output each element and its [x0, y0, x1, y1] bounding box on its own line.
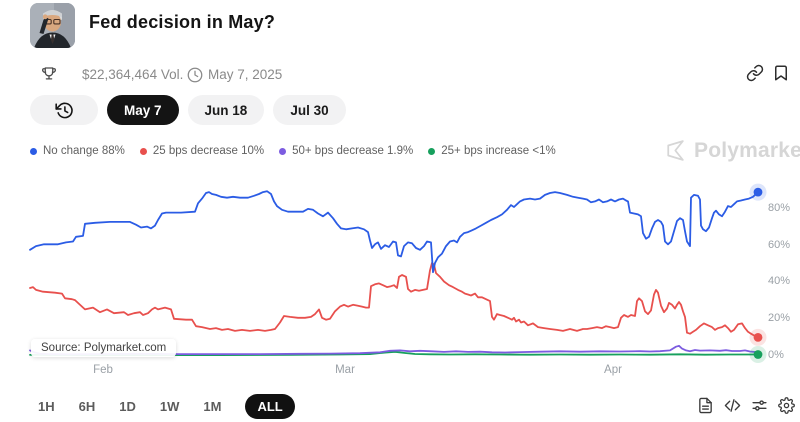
chart-action-icons — [697, 397, 795, 414]
filters-icon[interactable] — [751, 397, 768, 414]
polymarket-logo-icon — [667, 140, 684, 161]
legend-item-25bps-increase: 25+ bps increase <1% — [428, 145, 556, 157]
link-icon[interactable] — [746, 64, 764, 82]
legend-item-no-change: No change 88% — [30, 145, 125, 157]
legend-dot-red — [139, 147, 147, 155]
y-axis-tick: 40% — [768, 275, 791, 287]
polymarket-watermark: Polymarket — [662, 138, 800, 163]
range-1w-button[interactable]: 1W — [159, 399, 180, 414]
watermark-brand-text: Polymarket — [694, 138, 800, 162]
time-range-selector: 1H 6H 1D 1W 1M ALL — [38, 394, 295, 419]
y-axis-tick: 20% — [768, 312, 791, 324]
history-button[interactable] — [30, 95, 98, 125]
tab-label: May 7 — [124, 102, 162, 118]
y-axis-tick: 80% — [768, 202, 791, 214]
bookmark-icon[interactable] — [772, 64, 790, 82]
legend-item-50bps-decrease: 50+ bps decrease 1.9% — [279, 145, 413, 157]
volume-text: $22,364,464 Vol. — [82, 67, 184, 82]
legend-label: 25+ bps increase <1% — [441, 145, 556, 157]
chart-legend: No change 88% 25 bps decrease 10% 50+ bp… — [30, 145, 556, 157]
source-attribution-badge: Source: Polymarket.com — [31, 339, 177, 357]
legend-dot-purple — [279, 147, 287, 155]
embed-code-icon[interactable] — [724, 397, 741, 414]
settings-gear-icon[interactable] — [778, 397, 795, 414]
legend-label: 50+ bps decrease 1.9% — [292, 145, 414, 157]
outcome-tabs: May 7 Jun 18 Jul 30 — [30, 95, 346, 125]
powell-portrait-illustration — [30, 3, 75, 48]
x-axis-label: Feb — [93, 364, 113, 376]
range-6h-button[interactable]: 6H — [78, 399, 96, 414]
end-date-text: May 7, 2025 — [208, 67, 283, 82]
tab-label: Jul 30 — [290, 102, 329, 118]
probability-chart[interactable] — [29, 170, 767, 365]
range-1d-button[interactable]: 1D — [119, 399, 136, 414]
range-1m-button[interactable]: 1M — [203, 399, 222, 414]
tab-jul-30[interactable]: Jul 30 — [273, 95, 346, 125]
tab-jun-18[interactable]: Jun 18 — [187, 95, 265, 125]
legend-dot-blue — [30, 147, 37, 155]
tab-may-7[interactable]: May 7 — [107, 95, 179, 125]
trophy-icon — [42, 67, 56, 80]
news-icon[interactable] — [697, 397, 714, 414]
legend-dot-green — [428, 147, 436, 155]
range-1h-button[interactable]: 1H — [38, 399, 55, 414]
legend-label: 25 bps decrease 10% — [152, 145, 265, 157]
market-title: Fed decision in May? — [89, 12, 276, 32]
range-all-button[interactable]: ALL — [245, 394, 295, 419]
clock-icon — [187, 67, 203, 83]
legend-label: No change 88% — [43, 145, 125, 157]
y-axis-tick: 60% — [768, 239, 791, 251]
x-axis-label: Apr — [604, 364, 622, 376]
x-axis-label: Mar — [335, 364, 355, 376]
history-icon — [54, 102, 73, 118]
market-avatar — [30, 3, 75, 48]
tab-label: Jun 18 — [204, 102, 248, 118]
legend-item-25bps-decrease: 25 bps decrease 10% — [139, 145, 265, 157]
y-axis-tick: 0% — [768, 349, 784, 361]
